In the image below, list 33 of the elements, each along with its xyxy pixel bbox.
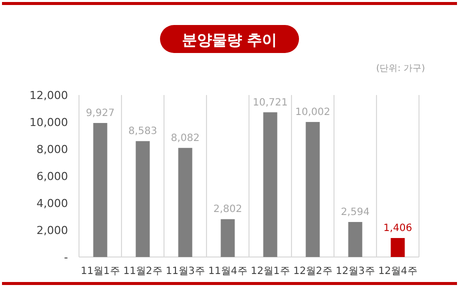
y-tick-label: 10,000 xyxy=(30,116,68,129)
bar xyxy=(390,238,405,257)
bar xyxy=(263,112,278,257)
chart-subtitle: (단위: 가구) xyxy=(376,64,425,74)
x-tick-label: 11월4주 xyxy=(208,266,248,277)
data-label: 8,583 xyxy=(128,126,158,138)
x-tick-label: 12월1주 xyxy=(250,266,290,277)
y-tick-label: 2,000 xyxy=(36,224,68,237)
bar xyxy=(220,219,235,257)
data-label: 10,002 xyxy=(295,106,330,118)
data-label: 2,594 xyxy=(340,206,370,218)
data-label: 10,721 xyxy=(252,97,288,108)
y-tick-label: 12,000 xyxy=(30,89,68,102)
chart-title: 분양물량 추이 xyxy=(182,31,278,49)
bar xyxy=(348,222,362,257)
data-label: 2,802 xyxy=(213,204,242,216)
y-tick-label: 4,000 xyxy=(36,197,68,210)
x-tick-label: 11월1주 xyxy=(80,266,120,277)
data-label: 9,927 xyxy=(86,108,115,119)
x-tick-label: 11월3주 xyxy=(166,266,205,277)
x-tick-label: 11월2주 xyxy=(123,266,162,277)
bar xyxy=(178,148,192,257)
bar xyxy=(93,122,108,257)
y-tick-label: - xyxy=(64,251,68,264)
x-tick-label: 12월3주 xyxy=(336,266,375,277)
x-tick-label: 12월2주 xyxy=(293,266,332,277)
y-tick-label: 8,000 xyxy=(36,143,68,156)
data-label: 1,406 xyxy=(383,223,412,234)
bar xyxy=(306,122,320,257)
y-tick-label: 6,000 xyxy=(36,170,68,183)
data-label: 8,082 xyxy=(170,132,200,144)
x-tick-label: 12월4주 xyxy=(378,266,418,277)
bar xyxy=(136,141,150,257)
